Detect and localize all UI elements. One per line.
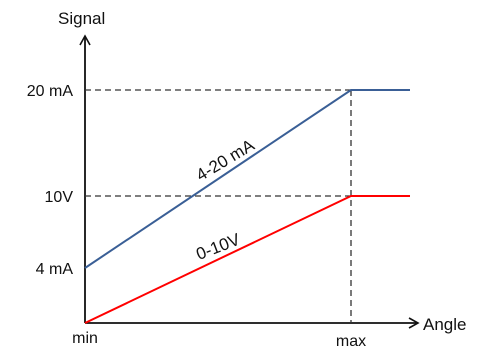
series-label-4-20ma: 4-20 mA — [193, 135, 258, 185]
y-tick-label-4ma: 4 mA — [36, 261, 74, 278]
series-line-0-10v — [84, 195, 410, 324]
y-tick-label-10v: 10V — [45, 189, 74, 206]
x-axis-label: Angle — [423, 315, 466, 334]
x-tick-label-max: max — [336, 333, 366, 349]
series-line-4-20ma — [84, 89, 410, 269]
y-tick-label-20ma: 20 mA — [27, 83, 74, 100]
y-axis-label: Signal — [58, 9, 105, 28]
x-tick-label-min: min — [72, 330, 98, 347]
